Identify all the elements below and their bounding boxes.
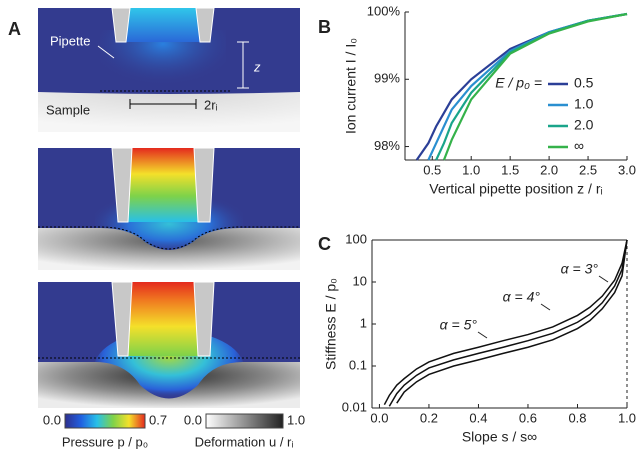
y-tick-label: 99% [374, 71, 400, 86]
colorbar-min: 0.0 [43, 412, 61, 427]
x-axis-title: Slope s / s∞ [462, 429, 537, 445]
panel-a: A Pipette Sample z 2rᵢ [8, 7, 305, 449]
x-tick-label: 1.5 [501, 162, 519, 177]
leader [97, 45, 115, 59]
curve-annotation: α = 3° [561, 261, 599, 277]
legend-title: E / p₀ = [495, 75, 542, 91]
pipette-wall [193, 147, 215, 223]
series-line [396, 239, 628, 404]
colorbar-max: 0.7 [149, 412, 167, 427]
pressure-field [126, 8, 200, 42]
y-tick-label: 1 [360, 315, 367, 330]
series-line [383, 239, 628, 406]
y-tick-label: 100% [367, 3, 401, 18]
x-tick-label: 0.6 [519, 410, 537, 425]
x-tick-label: 0.0 [370, 410, 388, 425]
leader [477, 331, 488, 339]
sample [38, 92, 300, 132]
y-axis-title: Stiffness E / p₀ [323, 278, 339, 370]
series-line [442, 12, 628, 161]
chart: B 0.5 1.0 1.5 2.0 2.5 3.0 98% 99% 100% Vertical pi… [318, 3, 636, 196]
x-tick-label: 0.4 [469, 410, 487, 425]
legend-label: 1.0 [574, 96, 594, 112]
colorbar-min: 0.0 [184, 412, 202, 427]
pipette-label: Pipette [50, 33, 90, 48]
x-tick-label: 0.2 [420, 410, 438, 425]
pipette-wall [111, 147, 133, 223]
legend-label: 0.5 [574, 75, 594, 91]
x-tick-label: 2.5 [579, 162, 597, 177]
pressure-field [128, 282, 198, 356]
legend-label: 2.0 [574, 117, 594, 133]
y-tick-label: 0.01 [342, 399, 367, 414]
sample-label: Sample [46, 102, 90, 117]
panel-label: B [318, 17, 331, 37]
deformation-colorbar [205, 413, 284, 429]
leader [540, 303, 551, 311]
x-axis-title: Vertical pipette position z / rᵢ [429, 181, 602, 197]
y-tick-label: 100 [345, 231, 367, 246]
chart: C 0.0 0.2 0.4 0.6 0.8 1.0 0.01 0.1 1 10 100 Slope s … [318, 231, 636, 444]
colorbar-max: 1.0 [287, 412, 305, 427]
curve-annotation: α = 4° [503, 289, 541, 305]
pressure-colorbar [64, 413, 146, 429]
pipette-wall [193, 281, 215, 357]
pipette-wall [195, 7, 215, 43]
pressure-field [128, 148, 198, 222]
x-tick-label: 3.0 [618, 162, 636, 177]
y-axis-title: Ion current I / I₀ [343, 38, 359, 134]
panel-label: C [318, 234, 331, 254]
colorbar-label: Deformation u / rᵢ [195, 434, 294, 449]
curve-annotation: α = 5° [440, 317, 478, 333]
sample [38, 228, 300, 270]
colorbar-label: Pressure p / p₀ [62, 434, 148, 449]
legend-label: ∞ [574, 138, 584, 154]
y-tick-label: 10 [353, 273, 367, 288]
y-tick-label: 0.1 [349, 357, 367, 372]
surface-line [38, 226, 300, 250]
sample [38, 362, 300, 408]
series-line [388, 239, 628, 407]
x-tick-label: 1.0 [618, 410, 636, 425]
pipette-wall [111, 7, 131, 43]
width-label: 2rᵢ [204, 97, 218, 112]
y-tick-label: 98% [374, 138, 400, 153]
x-tick-label: 1.0 [462, 162, 480, 177]
pipette-wall [111, 281, 133, 357]
panel-label: A [8, 19, 21, 39]
leader [598, 275, 609, 283]
x-tick-label: 2.0 [540, 162, 558, 177]
x-tick-label: 0.5 [423, 162, 441, 177]
z-label: z [253, 59, 261, 74]
x-tick-label: 0.8 [568, 410, 586, 425]
